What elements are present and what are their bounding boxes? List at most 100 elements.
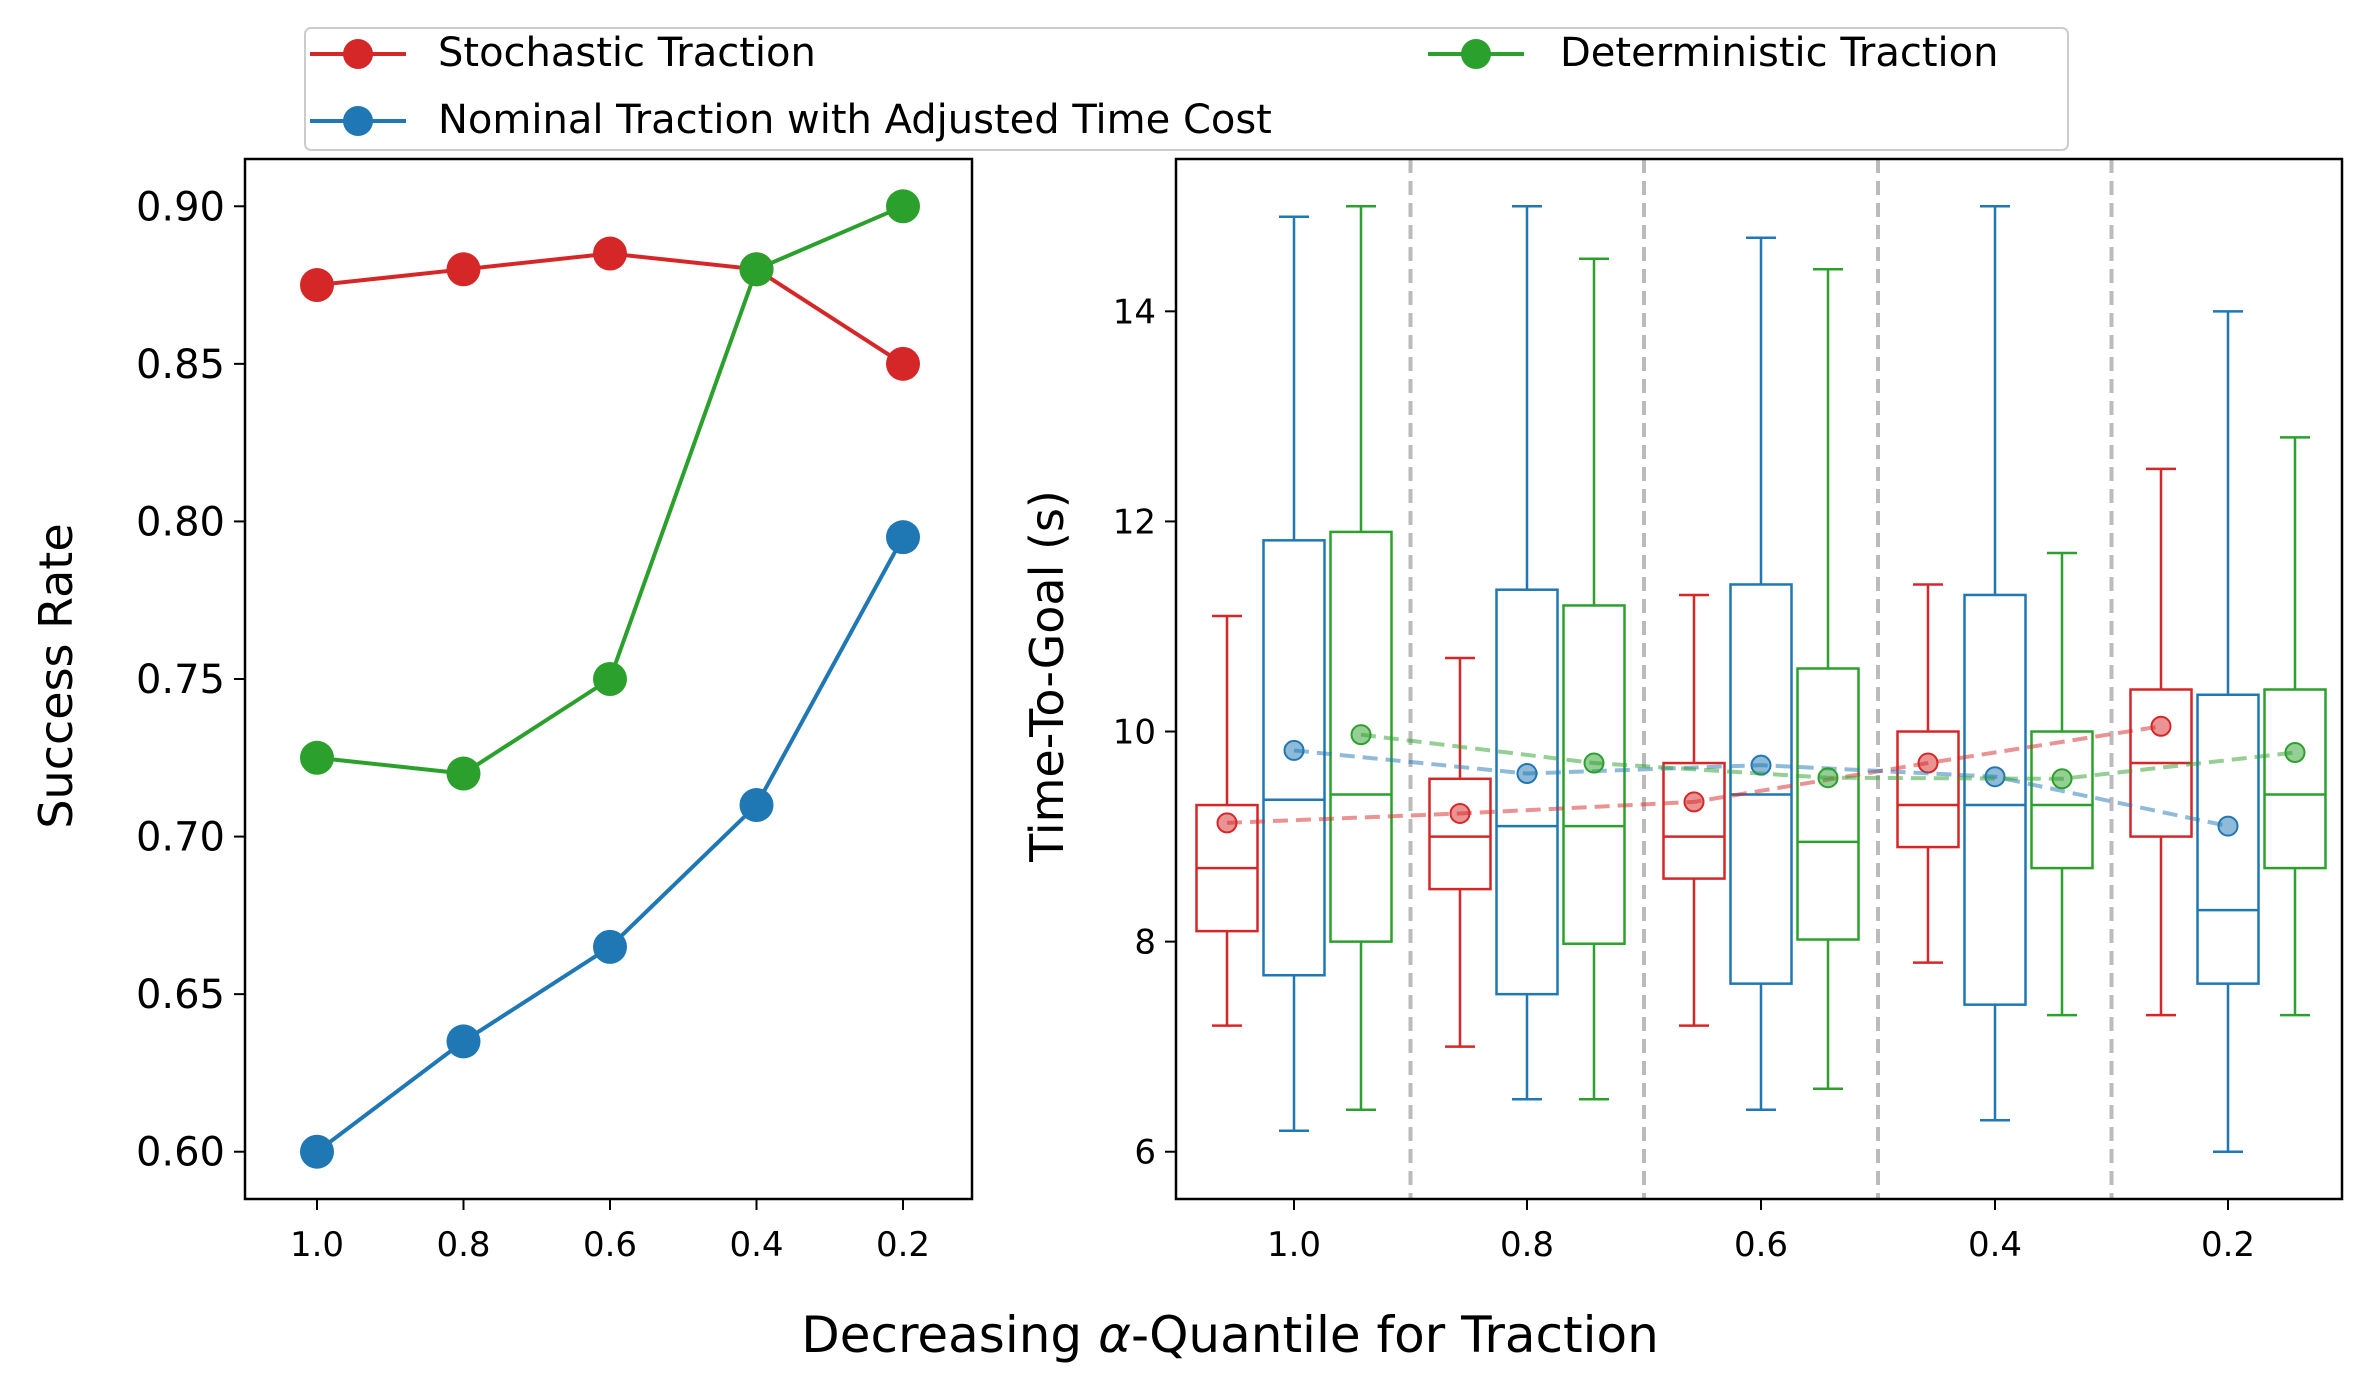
- box-stochastic: [1428, 656, 1492, 1048]
- left-y-tick-label: 0.70: [136, 815, 225, 861]
- iqr-box: [1896, 730, 1960, 849]
- mean-marker-deterministic: [1350, 724, 1372, 746]
- legend-entry-stochastic: Stochastic Traction: [310, 30, 816, 76]
- data-point-stochastic: [593, 236, 627, 271]
- left-y-tick-label: 0.75: [136, 657, 225, 703]
- left-axis-ticks: 0.60 0.65 0.70 0.75 0.80 0.85 0.90 1.0 0.8 0.6 0.4…: [136, 184, 930, 1265]
- mean-marker-deterministic: [1583, 752, 1605, 774]
- mean-marker-nominal: [1283, 739, 1305, 761]
- legend-label-stochastic: Stochastic Traction: [438, 30, 816, 76]
- left-y-tick-label: 0.85: [136, 342, 225, 388]
- iqr-box: [1729, 583, 1793, 985]
- right-x-tick-label: 0.8: [1500, 1225, 1554, 1265]
- box-nominal: [1963, 205, 2027, 1122]
- shared-x-axis-label: Decreasing α-Quantile for Traction: [801, 1306, 1659, 1364]
- iqr-box: [2030, 730, 2094, 870]
- box-deterministic: [2263, 436, 2327, 1017]
- legend-entry-deterministic: Deterministic Traction: [1428, 30, 1998, 76]
- right-y-tick-label: 14: [1113, 292, 1156, 332]
- right-y-tick-label: 10: [1113, 713, 1156, 753]
- left-x-tick-label: 0.2: [876, 1225, 930, 1265]
- data-point-deterministic: [300, 740, 334, 775]
- mean-marker-deterministic: [1817, 767, 1839, 789]
- data-point-deterministic: [593, 662, 627, 696]
- legend-label-nominal: Nominal Traction with Adjusted Time Cost: [438, 97, 1272, 143]
- series-stochastic: [300, 236, 920, 381]
- mean-series-nominal: [1283, 739, 2239, 837]
- iqr-box: [1428, 777, 1492, 891]
- right-y-tick-label: 8: [1134, 923, 1156, 963]
- legend-entry-nominal: Nominal Traction with Adjusted Time Cost: [310, 97, 1272, 143]
- legend-marker-deterministic: [1461, 39, 1491, 69]
- box-plots: [1195, 205, 2327, 1153]
- mean-trend-lines: [1216, 715, 2306, 837]
- right-x-tick-label: 1.0: [1267, 1225, 1321, 1265]
- legend: Stochastic Traction Nominal Traction wit…: [304, 27, 2069, 151]
- data-point-stochastic: [886, 346, 920, 381]
- legend-frame: [304, 27, 2069, 151]
- box-stochastic: [2129, 467, 2193, 1017]
- left-series: [300, 189, 920, 1169]
- box-stochastic: [1896, 583, 1960, 964]
- iqr-box: [2263, 688, 2327, 870]
- mean-marker-deterministic: [2284, 742, 2306, 764]
- box-series-nominal: [1262, 205, 2260, 1153]
- mean-marker-deterministic: [2051, 768, 2073, 790]
- mean-marker-stochastic: [1917, 752, 1939, 774]
- left-y-tick-label: 0.80: [136, 499, 225, 545]
- iqr-box: [1963, 593, 2027, 1006]
- series-nominal: [300, 520, 920, 1169]
- box-deterministic: [2030, 551, 2094, 1017]
- left-x-tick-label: 0.8: [436, 1225, 490, 1265]
- box-nominal: [1262, 215, 1326, 1132]
- data-point-nominal: [593, 929, 627, 964]
- mean-series-stochastic: [1216, 715, 2172, 834]
- iqr-box: [1495, 588, 1559, 996]
- iqr-box: [1796, 667, 1860, 941]
- mean-marker-nominal: [1516, 763, 1538, 785]
- legend-marker-stochastic: [343, 39, 373, 69]
- right-x-tick-label: 0.2: [2201, 1225, 2255, 1265]
- data-point-nominal: [300, 1134, 334, 1169]
- data-point-nominal: [446, 1024, 481, 1059]
- data-point-stochastic: [446, 252, 481, 287]
- right-y-tick-label: 12: [1113, 502, 1156, 542]
- x-label-suffix: -Quantile for Traction: [1131, 1306, 1659, 1364]
- box-stochastic: [1195, 614, 1259, 1027]
- right-y-axis-label: Time-To-Goal (s): [1020, 490, 1074, 863]
- x-label-symbol: α: [1098, 1306, 1131, 1364]
- mean-marker-stochastic: [2150, 715, 2172, 737]
- right-y-tick-label: 6: [1134, 1133, 1156, 1173]
- series-line-nominal: [315, 536, 905, 1154]
- time-to-goal-chart: Time-To-Goal (s) 6 8 10 12 14 1.0 0.8 0.6 0.4 0.2: [1020, 157, 2344, 1265]
- iqr-box: [1662, 761, 1726, 880]
- box-nominal: [1495, 205, 1559, 1101]
- left-y-axis-label: Success Rate: [29, 523, 83, 828]
- mean-marker-stochastic: [1216, 812, 1238, 834]
- series-deterministic: [300, 189, 920, 791]
- left-x-tick-label: 1.0: [290, 1225, 344, 1265]
- data-point-stochastic: [300, 268, 334, 303]
- legend-marker-nominal: [343, 106, 373, 136]
- data-point-deterministic: [739, 252, 774, 287]
- data-point-nominal: [739, 788, 774, 823]
- x-label-prefix: Decreasing: [801, 1306, 1098, 1364]
- box-deterministic: [1796, 268, 1860, 1090]
- mean-marker-stochastic: [1683, 791, 1705, 813]
- right-x-tick-label: 0.6: [1734, 1225, 1788, 1265]
- success-rate-chart: Success Rate 0.60 0.65 0.70 0.75 0.80 0.85 0.9…: [29, 157, 974, 1265]
- box-deterministic: [1562, 257, 1626, 1101]
- right-plot-frame: [1174, 157, 2344, 1201]
- right-x-tick-label: 0.4: [1968, 1225, 2022, 1265]
- mean-marker-nominal: [2217, 815, 2239, 837]
- iqr-box: [2196, 693, 2260, 985]
- mean-series-deterministic: [1350, 724, 2306, 790]
- box-series-deterministic: [1329, 205, 2327, 1111]
- left-y-tick-label: 0.60: [136, 1130, 225, 1176]
- box-nominal: [2196, 310, 2260, 1153]
- box-stochastic: [1662, 593, 1726, 1027]
- left-y-tick-label: 0.90: [136, 184, 225, 230]
- data-point-nominal: [886, 520, 920, 555]
- left-y-tick-label: 0.65: [136, 972, 225, 1018]
